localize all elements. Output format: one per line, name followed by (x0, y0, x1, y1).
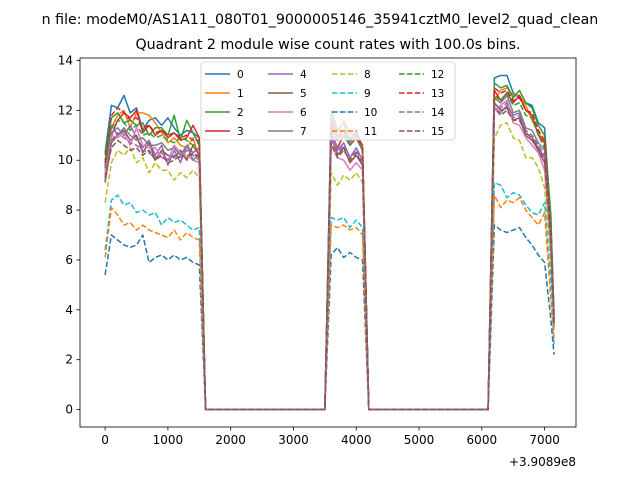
legend-label-14: 14 (431, 107, 445, 119)
legend-label-3: 3 (237, 126, 244, 138)
legend-box (200, 61, 456, 141)
legend-label-11: 11 (364, 126, 377, 138)
legend-label-9: 9 (364, 88, 371, 100)
plot-area: 0 1000 2000 3000 4000 5000 6000 700002468101214… (58, 53, 577, 469)
series-line-8 (104, 122, 555, 411)
series-line-9 (104, 181, 555, 411)
x-tick-label: 4000 (341, 433, 372, 447)
series-line-11 (104, 194, 555, 411)
series-line-12 (104, 92, 555, 411)
series-line-15 (104, 107, 555, 411)
y-tick-label: 12 (58, 103, 73, 117)
legend-label-0: 0 (237, 69, 244, 81)
series-line-14 (104, 102, 555, 411)
y-tick-label: 6 (65, 253, 73, 267)
figure-suptitle: n file: modeM0/AS1A11_080T01_9000005146_… (42, 12, 599, 28)
chart-title: Quadrant 2 module wise count rates with … (135, 37, 520, 53)
legend-label-2: 2 (237, 107, 244, 119)
y-tick-label: 10 (58, 153, 73, 167)
legend-label-4: 4 (300, 69, 307, 81)
legend-label-5: 5 (300, 88, 307, 100)
x-tick-label: 5000 (404, 433, 435, 447)
x-offset-label: +3.9089e8 (509, 455, 576, 469)
legend-label-7: 7 (300, 126, 307, 138)
y-tick-label: 8 (65, 203, 73, 217)
x-tick-label: 7000 (529, 433, 560, 447)
x-tick-label: 6000 (467, 433, 498, 447)
x-tick-label: 0 (101, 433, 109, 447)
y-tick-label: 14 (58, 53, 73, 67)
series-line-13 (104, 87, 555, 411)
x-tick-label: 2000 (215, 433, 246, 447)
y-tick-label: 0 (65, 403, 73, 417)
axes-frame (79, 57, 577, 428)
legend-label-13: 13 (431, 88, 444, 100)
legend-label-1: 1 (237, 88, 244, 100)
legend-label-10: 10 (364, 107, 377, 119)
legend-label-15: 15 (431, 126, 444, 138)
y-tick-label: 2 (65, 353, 73, 367)
x-tick-label: 1000 (153, 433, 184, 447)
x-tick-label: 3000 (278, 433, 309, 447)
y-tick-label: 4 (65, 303, 73, 317)
legend-label-12: 12 (431, 69, 444, 81)
legend-label-6: 6 (300, 107, 307, 119)
series-line-10 (104, 224, 555, 411)
legend-label-8: 8 (364, 69, 371, 81)
